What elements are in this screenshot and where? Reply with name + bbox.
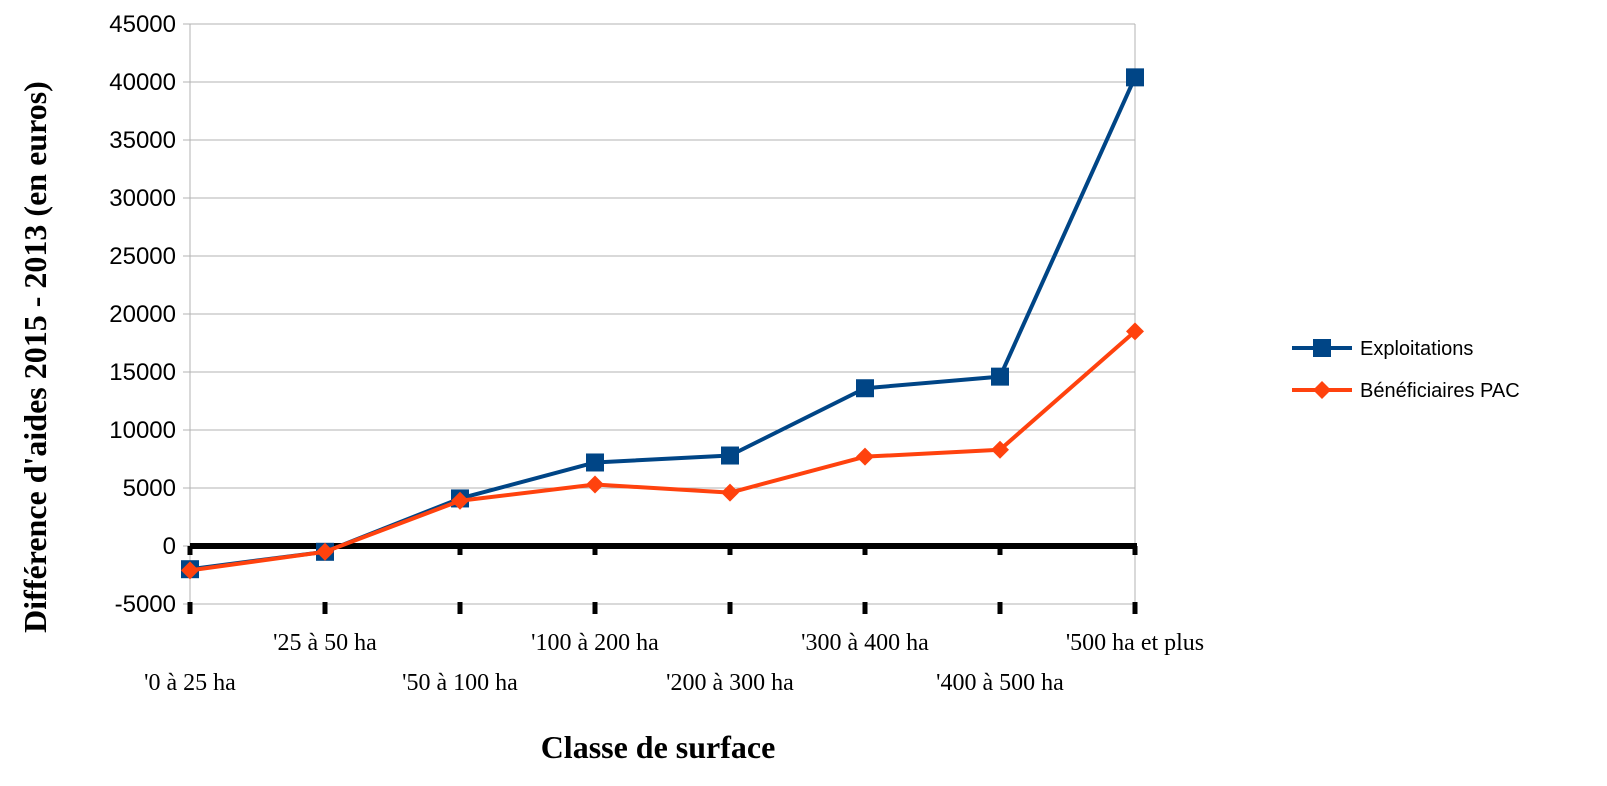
- series-2-point: [721, 483, 739, 502]
- y-tick-label: 5000: [123, 475, 176, 502]
- series-group: [181, 68, 1144, 580]
- series-1-point: [856, 379, 874, 398]
- x-tick-label: '300 à 400 ha: [801, 630, 929, 656]
- y-tick-label: 20000: [109, 301, 176, 328]
- y-tick-label: 15000: [109, 359, 176, 386]
- series-1-point: [721, 446, 739, 465]
- x-axis-title: Classe de surface: [541, 729, 776, 765]
- series-2-point: [451, 491, 469, 510]
- series-1-point: [586, 453, 604, 472]
- axes: [187, 24, 1138, 614]
- x-tick-labels: '0 à 25 ha '25 à 50 ha '50 à 100 ha '100 à …: [144, 630, 1204, 696]
- y-tick-label: -5000: [115, 591, 176, 618]
- y-tick-labels: -5000 0 5000 10000 15000 20000 25000 30000 35000…: [109, 11, 176, 618]
- series-2-point: [586, 475, 604, 494]
- y-tick-label: 30000: [109, 185, 176, 212]
- x-tick-label: '100 à 200 ha: [531, 630, 659, 656]
- legend-label: Exploitations: [1360, 338, 1473, 360]
- x-tick-label: '50 à 100 ha: [402, 670, 518, 696]
- series-2-point: [181, 561, 199, 580]
- series-1-point: [1126, 68, 1144, 87]
- y-tick-label: 0: [163, 533, 176, 560]
- series-1-point: [991, 367, 1009, 386]
- series-2-point: [856, 447, 874, 466]
- y-tick-label: 45000: [109, 11, 176, 38]
- x-tick-label: '500 ha et plus: [1066, 630, 1204, 656]
- x-tick-label: '25 à 50 ha: [273, 630, 377, 656]
- series-2-point: [316, 542, 334, 561]
- y-tick-label: 10000: [109, 417, 176, 444]
- y-axis-title: Différence d'aides 2015 - 2013 (en euros…: [17, 81, 53, 633]
- x-tick-label: '200 à 300 ha: [666, 670, 794, 696]
- x-tick-label: '0 à 25 ha: [144, 670, 236, 696]
- legend: Exploitations Bénéficiaires PAC: [1292, 338, 1520, 402]
- x-tick-label: '400 à 500 ha: [936, 670, 1064, 696]
- y-tick-label: 35000: [109, 127, 176, 154]
- y-tick-label: 25000: [109, 243, 176, 270]
- y-tick-label: 40000: [109, 69, 176, 96]
- legend-label: Bénéficiaires PAC: [1360, 380, 1520, 402]
- series-2-point: [1126, 322, 1144, 341]
- grid: [183, 23, 1135, 605]
- legend-marker-diamond: [1313, 381, 1331, 399]
- series-line-2: [189, 329, 1137, 573]
- legend-marker-square: [1313, 339, 1331, 357]
- series-2-point: [991, 440, 1009, 459]
